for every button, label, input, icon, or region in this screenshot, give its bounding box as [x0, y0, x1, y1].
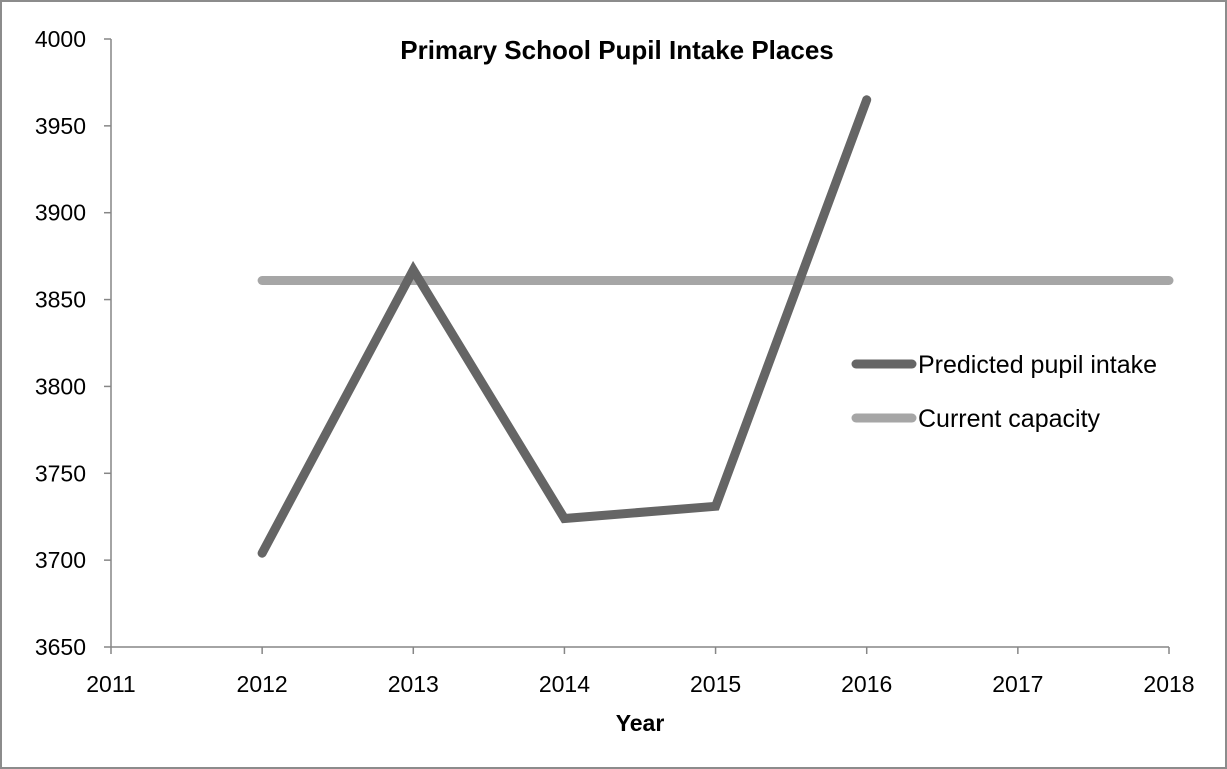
legend-label-current-capacity: Current capacity: [918, 405, 1101, 433]
y-tick-label: 3750: [35, 460, 86, 486]
y-tick-label: 3900: [35, 200, 86, 226]
legend-label-predicted-pupil-intake: Predicted pupil intake: [918, 351, 1157, 379]
chart-title: Primary School Pupil Intake Places: [400, 35, 834, 65]
x-tick-label: 2018: [1143, 671, 1194, 697]
y-tick-label: 3950: [35, 113, 86, 139]
y-tick-label: 3700: [35, 547, 86, 573]
y-tick-label: 4000: [35, 26, 86, 52]
x-tick-label: 2013: [388, 671, 439, 697]
x-tick-label: 2012: [237, 671, 288, 697]
x-axis-title: Year: [616, 710, 665, 736]
y-tick-label: 3800: [35, 373, 86, 399]
x-tick-label: 2017: [992, 671, 1043, 697]
legend: Predicted pupil intake Current capacity: [851, 351, 1157, 433]
x-tick-label: 2011: [86, 671, 135, 697]
y-tick-label: 3850: [35, 287, 86, 313]
y-tick-label: 3650: [35, 634, 86, 660]
x-tick-label: 2014: [539, 671, 590, 697]
x-axis: 2011 2012 2013 2014 2015 2016 2017 2018: [86, 646, 1195, 697]
plot-area: [257, 95, 1174, 558]
x-tick-label: 2016: [841, 671, 892, 697]
x-tick-label: 2015: [690, 671, 741, 697]
y-axis: 3650 3700 3750 3800 3850 3900 3950 4000: [35, 26, 112, 660]
